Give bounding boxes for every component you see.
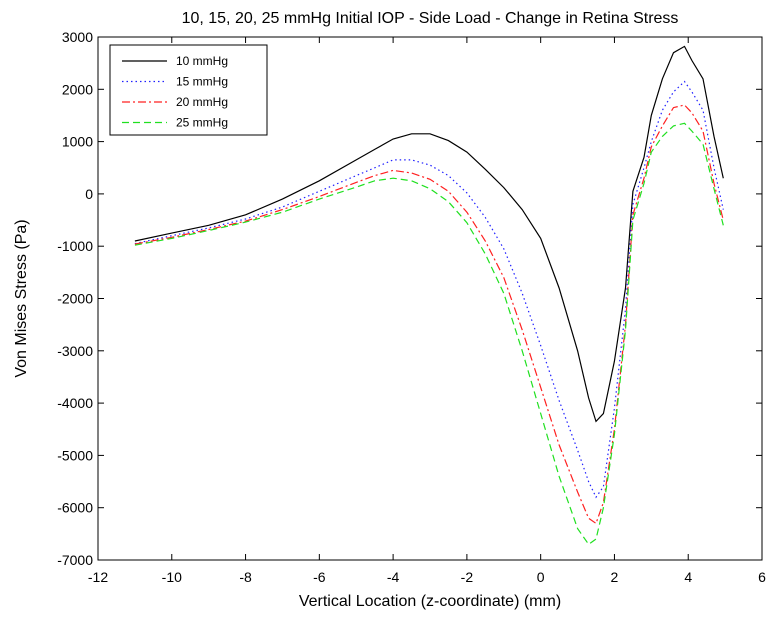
y-tick-label: -7000 — [57, 552, 93, 568]
y-tick-label: 2000 — [62, 81, 93, 97]
y-axis: -7000 -6000 -5000 -4000 -3000 -2000 -1000 0 1000… — [57, 29, 762, 568]
x-tick-label: -4 — [387, 569, 400, 585]
y-tick-label: -2000 — [57, 291, 93, 307]
y-tick-label: -5000 — [57, 447, 93, 463]
x-tick-label: -2 — [461, 569, 474, 585]
chart-title: 10, 15, 20, 25 mmHg Initial IOP - Side L… — [182, 10, 679, 27]
legend-box — [109, 44, 268, 136]
series-line-10-mmhg — [134, 45, 724, 423]
legend: 10 mmHg 15 mmHg 20 mmHg 25 mmHg — [109, 44, 268, 136]
x-tick-label: 6 — [758, 569, 766, 585]
x-tick-label: 0 — [537, 569, 545, 585]
y-tick-label: 1000 — [62, 134, 93, 150]
x-tick-label: -8 — [239, 569, 252, 585]
legend-label: 10 mmHg — [176, 54, 228, 68]
series-line-25-mmhg — [134, 122, 724, 546]
legend-label: 20 mmHg — [176, 95, 228, 109]
x-tick-label: 2 — [611, 569, 619, 585]
y-tick-label: -4000 — [57, 395, 93, 411]
y-axis-title: Von Mises Stress (Pa) — [13, 219, 30, 377]
series-lines — [134, 45, 724, 546]
y-tick-label: -1000 — [57, 238, 93, 254]
x-tick-label: 4 — [684, 569, 692, 585]
x-tick-label: -12 — [88, 569, 108, 585]
x-tick-label: -6 — [313, 569, 326, 585]
legend-label: 15 mmHg — [176, 75, 228, 89]
y-tick-label: 3000 — [62, 29, 93, 45]
series-line-20-mmhg — [134, 104, 724, 525]
x-tick-label: -10 — [162, 569, 182, 585]
y-tick-label: -3000 — [57, 343, 93, 359]
y-tick-label: 0 — [85, 186, 93, 202]
series-line-15-mmhg — [134, 80, 724, 499]
legend-label: 25 mmHg — [176, 116, 228, 130]
x-axis: -12 -10 -8 -6 -4 -2 0 2 4 6 — [88, 37, 766, 585]
x-axis-title: Vertical Location (z-coordinate) (mm) — [299, 593, 561, 610]
y-tick-label: -6000 — [57, 500, 93, 516]
